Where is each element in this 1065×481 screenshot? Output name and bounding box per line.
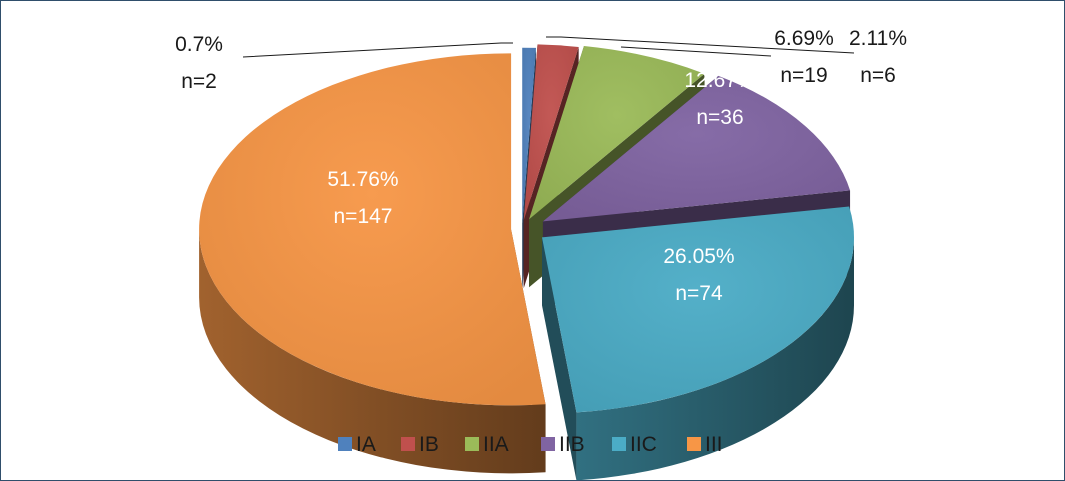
legend-item-iia: IIA xyxy=(465,433,509,456)
slice-top xyxy=(541,206,854,413)
slice-side xyxy=(199,229,546,474)
legend-swatch xyxy=(338,437,352,451)
data-label-count: n=6 xyxy=(860,64,896,87)
pie-slice-iic xyxy=(541,206,854,480)
legend-item-iii: III xyxy=(687,433,723,456)
pie-slice-iii xyxy=(199,53,546,474)
legend-swatch xyxy=(401,437,415,451)
slice-top xyxy=(542,75,851,222)
slice-top xyxy=(522,47,537,224)
data-label-iic: 26.05% n=74 xyxy=(663,245,734,305)
legend-label: IIC xyxy=(630,433,657,456)
data-label-count: n=74 xyxy=(675,282,723,305)
leader-line-iia xyxy=(620,46,772,57)
legend-label: III xyxy=(705,433,723,456)
data-label-iii: 51.76% n=147 xyxy=(327,168,398,228)
data-label-percent: 26.05% xyxy=(663,245,734,268)
legend-swatch xyxy=(465,437,479,451)
slice-top xyxy=(523,44,579,221)
data-label-iib: 12.67% n=36 xyxy=(684,69,755,129)
legend-item-ia: IA xyxy=(338,433,376,456)
legend-swatch xyxy=(687,437,701,451)
data-label-percent: 0.7% xyxy=(175,33,223,56)
data-label-ia: 0.7% n=2 xyxy=(175,33,223,93)
data-label-count: n=36 xyxy=(696,106,743,129)
legend-label: IIA xyxy=(483,433,509,456)
slice-top xyxy=(529,45,705,220)
data-label-percent: 51.76% xyxy=(327,168,398,191)
pie-layer xyxy=(199,44,854,480)
leader-line-ib xyxy=(546,36,855,54)
data-label-ib: 2.11% n=6 xyxy=(849,27,907,87)
slice-side xyxy=(576,237,854,480)
data-label-iia: 6.69% n=19 xyxy=(774,27,834,87)
data-label-percent: 6.69% xyxy=(774,27,834,50)
legend-item-iib: IIB xyxy=(541,433,585,456)
slice-top xyxy=(199,53,546,406)
leader-line-ia xyxy=(242,42,513,58)
data-label-count: n=147 xyxy=(334,205,393,228)
legend-label: IIB xyxy=(559,433,585,456)
data-label-count: n=2 xyxy=(181,70,217,93)
slice-wall xyxy=(541,237,577,480)
data-label-percent: 12.67% xyxy=(684,69,755,92)
legend-label: IB xyxy=(419,433,439,456)
legend-item-iic: IIC xyxy=(612,433,657,456)
legend: IA IB IIA IIB IIC III xyxy=(338,433,723,456)
data-labels: 0.7% n=2 2.11% n=6 6.69% n=19 12.67% n=36 26.05%… xyxy=(175,27,907,305)
legend-swatch xyxy=(541,437,555,451)
data-label-count: n=19 xyxy=(780,64,827,87)
legend-label: IA xyxy=(356,433,376,456)
leader-lines xyxy=(242,36,855,58)
data-label-percent: 2.11% xyxy=(849,27,907,50)
legend-swatch xyxy=(612,437,626,451)
legend-item-ib: IB xyxy=(401,433,439,456)
